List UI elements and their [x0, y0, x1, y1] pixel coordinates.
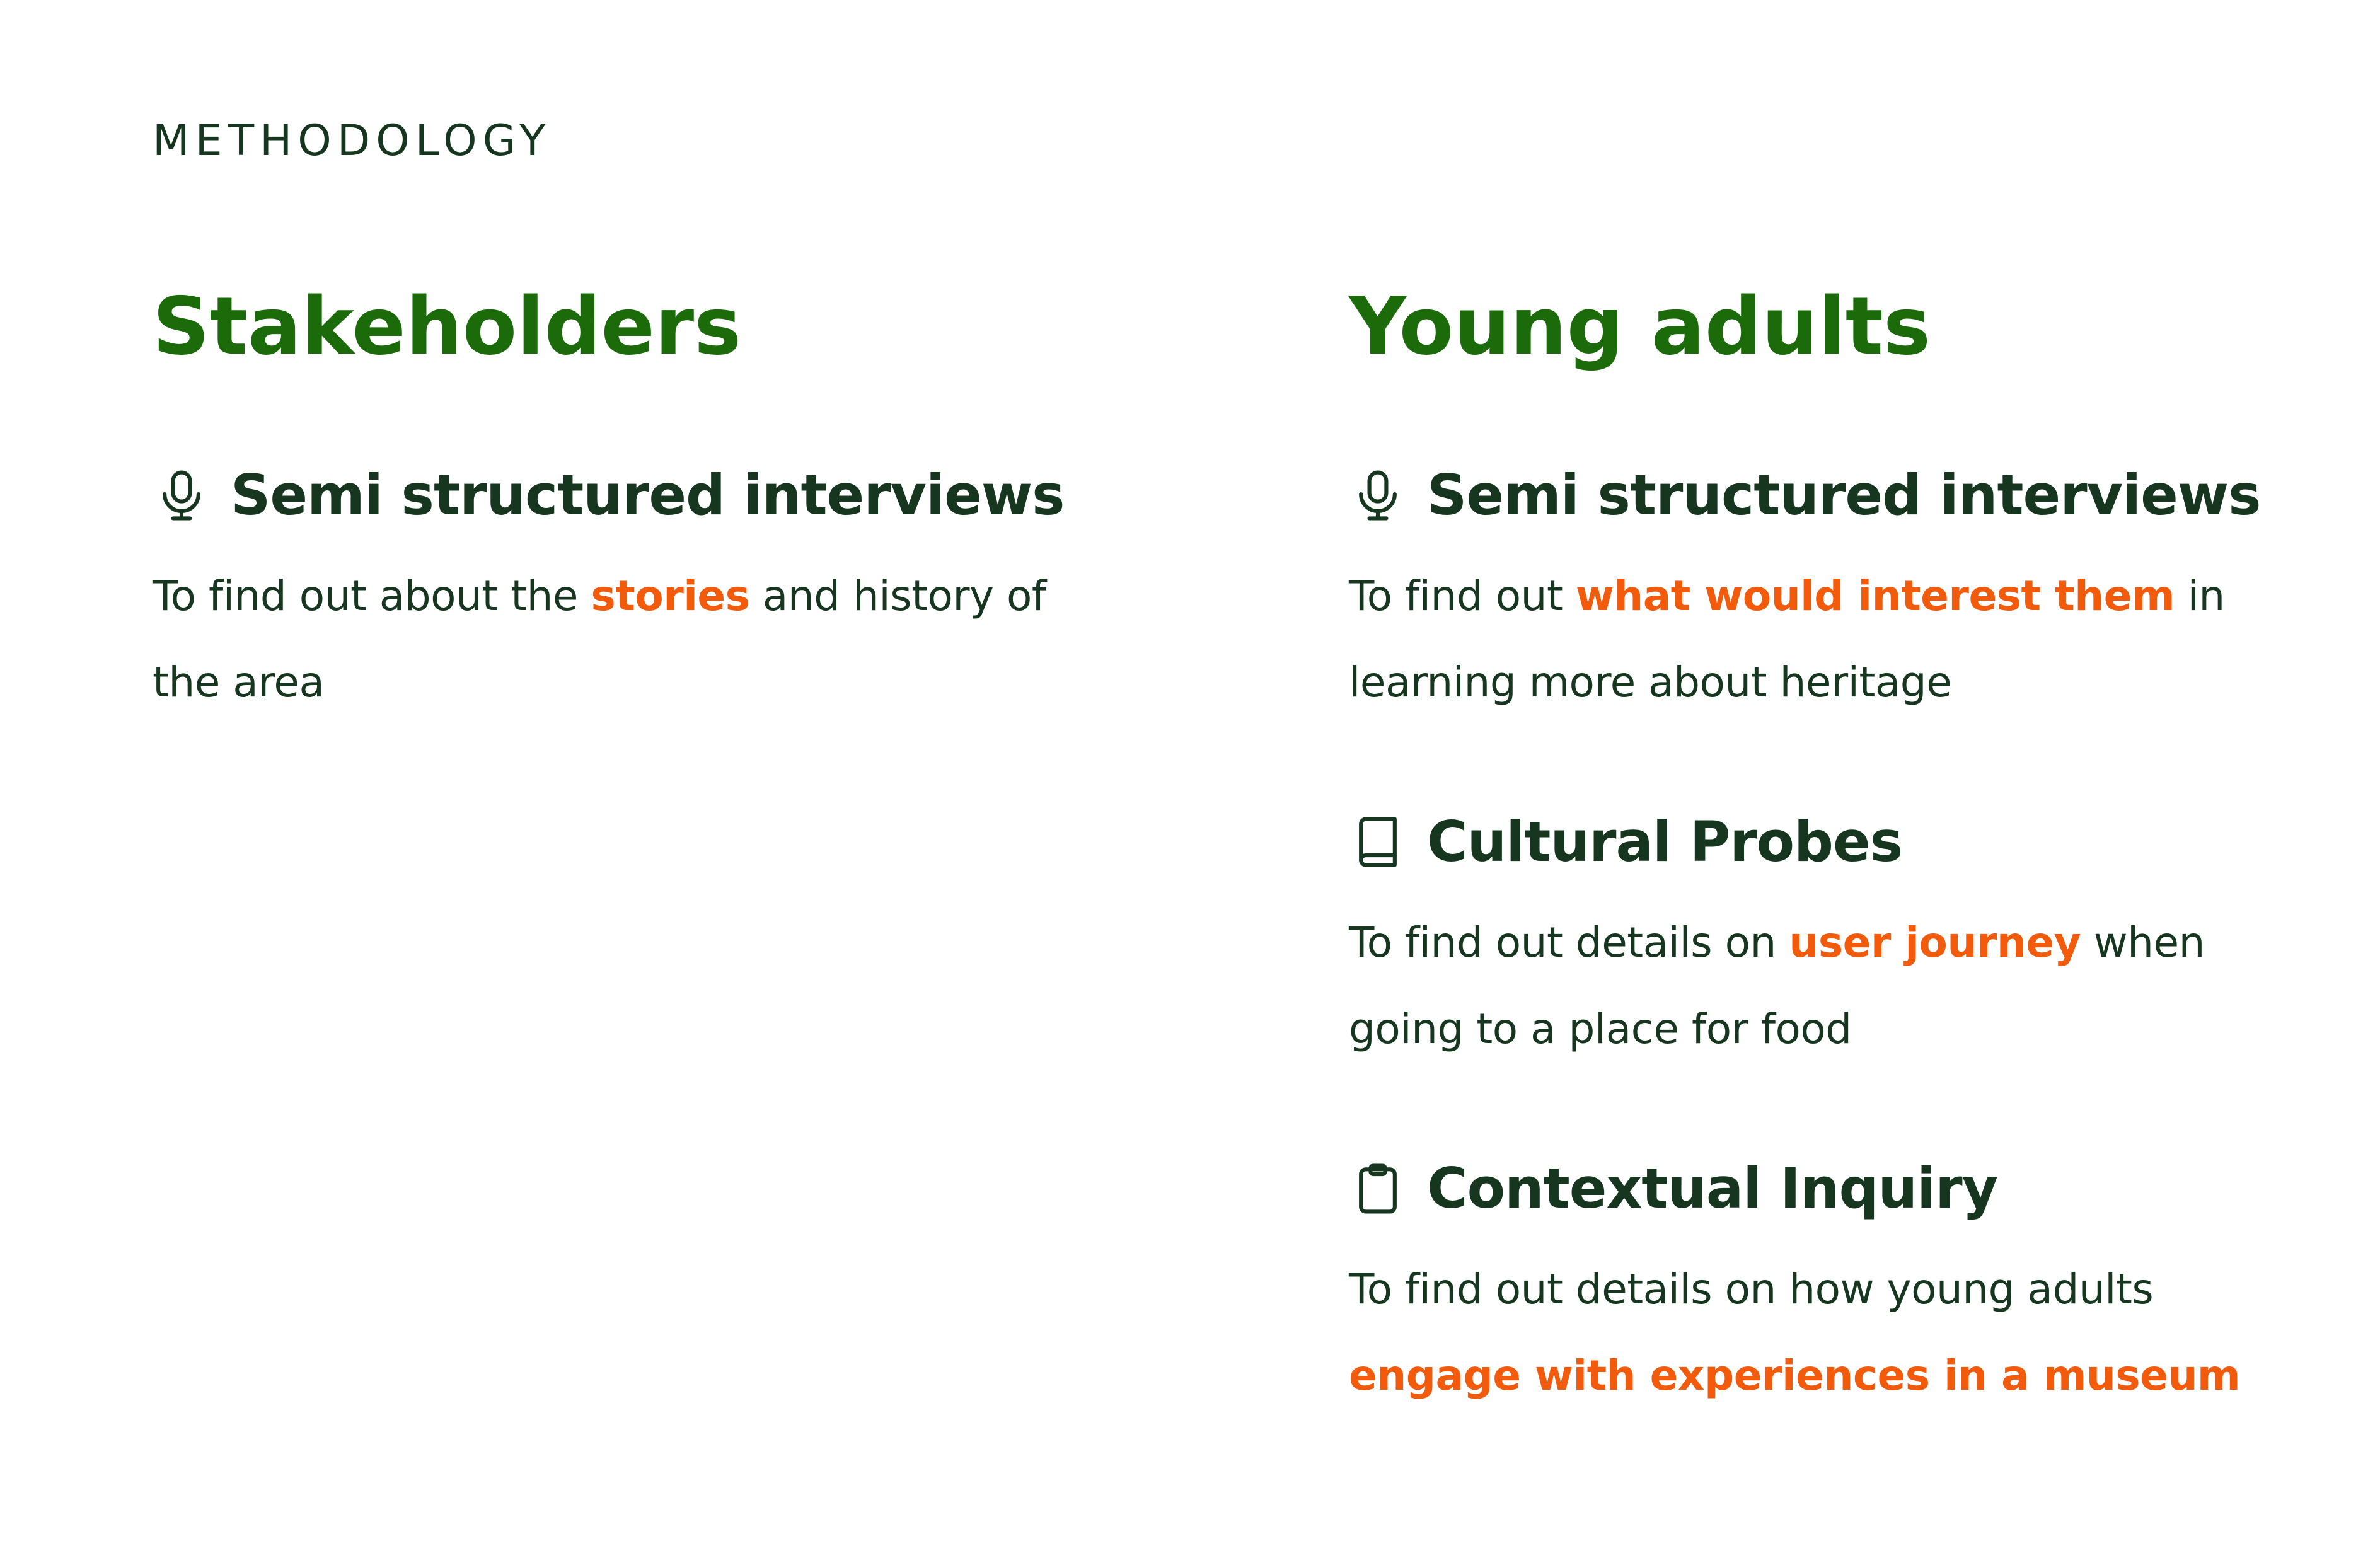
section-label: METHODOLOGY: [153, 116, 552, 166]
desc-text: in learning more about heritage: [1349, 572, 2225, 707]
microphone-icon: [153, 466, 211, 524]
young-adults-title: Young adults: [1349, 280, 1931, 372]
stakeholders-title: Stakeholders: [153, 280, 742, 372]
desc-highlight: what would interest them: [1575, 572, 2175, 620]
method-header: Semi structured interviews: [1349, 461, 2332, 530]
book-icon: [1349, 813, 1407, 871]
desc-text: and history of the area: [153, 572, 1046, 707]
desc-text: To find out details on: [1349, 918, 1776, 967]
microphone-icon: [1349, 466, 1407, 524]
method-title: Cultural Probes: [1427, 809, 1903, 874]
clipboard-icon: [1349, 1160, 1407, 1218]
method-item: Cultural Probes To find out details on u…: [1349, 807, 2332, 1072]
desc-highlight: engage with experiences in a museum: [1349, 1351, 2241, 1400]
method-item: Contextual Inquiry To find out details o…: [1349, 1154, 2332, 1419]
desc-highlight: stories: [591, 572, 750, 620]
desc-text: when going to a place for food: [1349, 918, 2205, 1053]
method-description: To find out about the stories and histor…: [153, 553, 1048, 725]
method-title: Semi structured interviews: [1427, 463, 2261, 528]
method-item: Semi structured interviews To find out w…: [1349, 461, 2332, 725]
method-item: Semi structured interviews To find out a…: [153, 461, 1098, 725]
method-description: To find out details on user journey when…: [1349, 899, 2332, 1072]
method-title: Semi structured interviews: [231, 463, 1065, 528]
method-description: To find out what would interest them in …: [1349, 553, 2332, 725]
young-adults-column: Young adults Semi structured interviews …: [1349, 287, 2332, 1419]
desc-highlight: user journey: [1789, 918, 2081, 967]
desc-text: To find out details on how young adults: [1349, 1265, 2154, 1313]
desc-text: To find out: [1349, 572, 1563, 620]
method-header: Cultural Probes: [1349, 807, 2332, 877]
desc-text: To find out about the: [153, 572, 579, 620]
method-title: Contextual Inquiry: [1427, 1156, 1998, 1221]
stakeholders-column: Stakeholders Semi structured interviews …: [153, 287, 1098, 725]
method-header: Contextual Inquiry: [1349, 1154, 2332, 1223]
method-description: To find out details on how young adults e…: [1349, 1246, 2332, 1419]
method-header: Semi structured interviews: [153, 461, 1098, 530]
